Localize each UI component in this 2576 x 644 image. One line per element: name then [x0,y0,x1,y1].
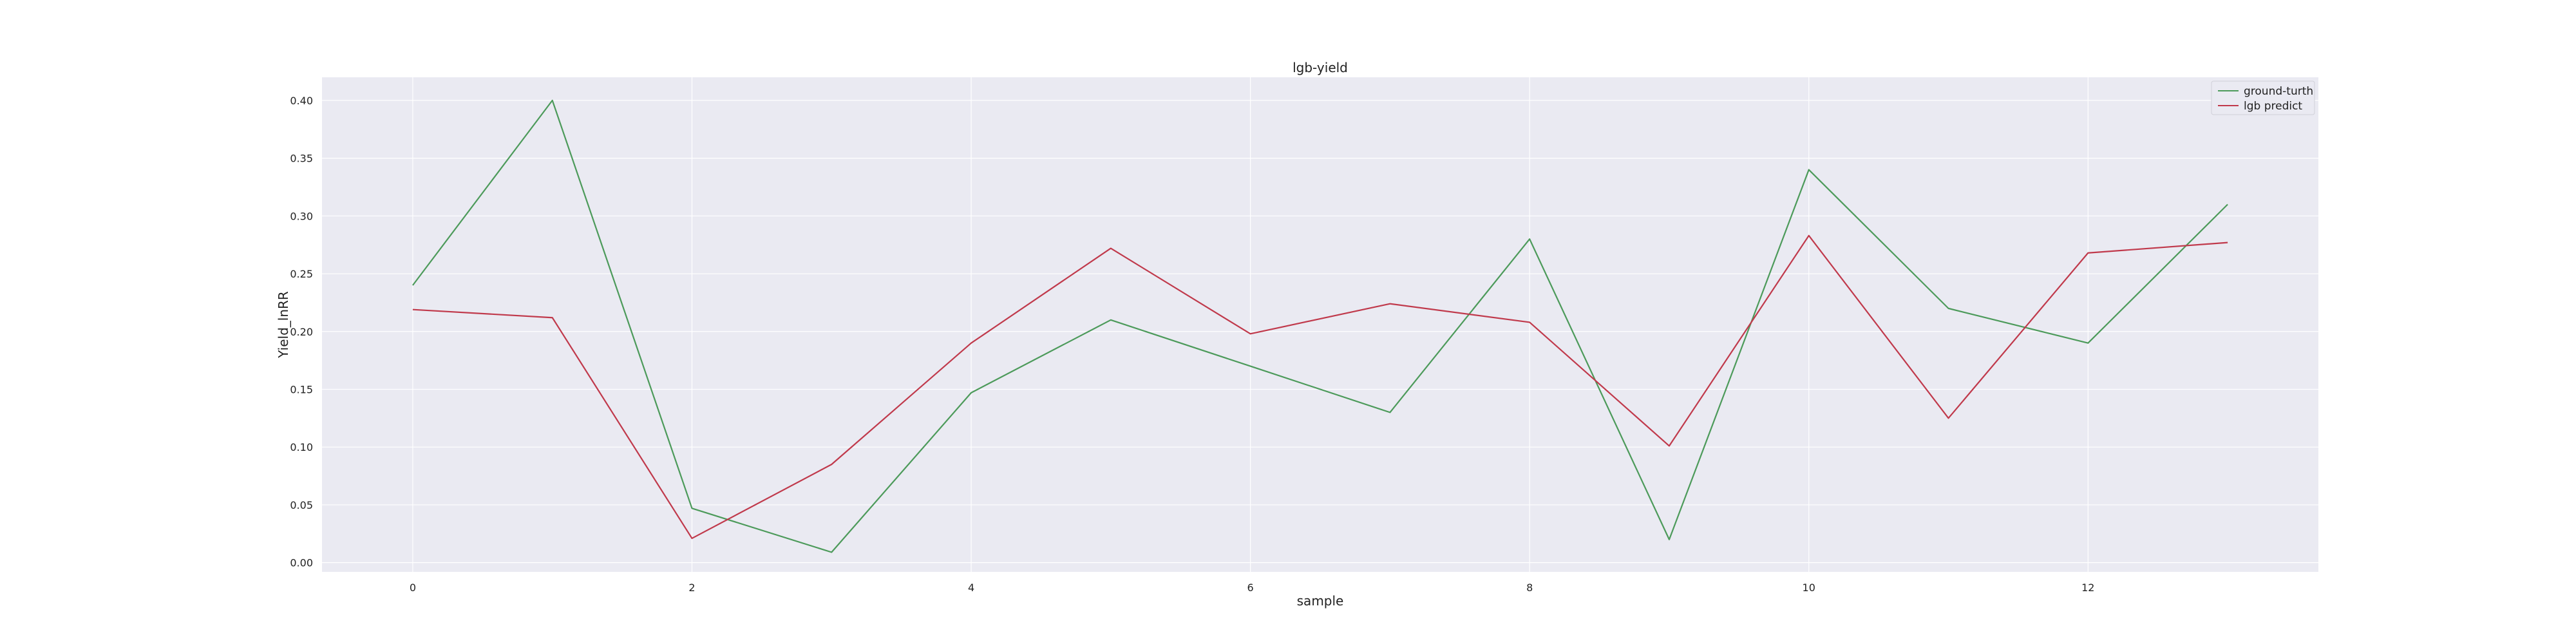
series-line-lgb-predict [412,234,2228,540]
y-tick-label: 0.30 [290,210,313,222]
legend-label-ground-turth: ground-turth [2244,85,2313,98]
y-tick-label: 0.20 [290,326,313,338]
legend-label-lgb-predict: lgb predict [2244,100,2302,113]
tick-labels: 0 2 4 6 8 10 12 0.00 0.05 0.10 0.15 0.20 0.25 0.30 0.3… [290,95,2094,594]
x-tick-label: 0 [410,582,416,594]
x-tick-label: 4 [968,582,974,594]
x-tick-label: 12 [2081,582,2094,594]
series-line-ground-turth [412,99,2228,553]
x-tick-label: 8 [1526,582,1533,594]
y-tick-label: 0.10 [290,441,313,453]
y-tick-label: 0.00 [290,557,313,569]
y-tick-label: 0.40 [290,95,313,107]
y-tick-label: 0.15 [290,383,313,395]
legend: ground-turth lgb predict [2211,80,2315,115]
y-tick-label: 0.35 [290,153,313,165]
plot-area [322,77,2318,572]
x-tick-label: 6 [1247,582,1254,594]
x-tick-label: 2 [688,582,695,594]
grid-lines [322,77,2318,572]
y-tick-label: 0.05 [290,499,313,511]
x-tick-label: 10 [1803,582,1815,594]
x-axis-label: sample [1297,593,1344,609]
chart-title: lgb-yield [1293,60,1348,75]
series-lines [412,99,2228,553]
y-axis-label: Yield_lnRR [276,291,291,359]
y-tick-label: 0.25 [290,268,313,280]
